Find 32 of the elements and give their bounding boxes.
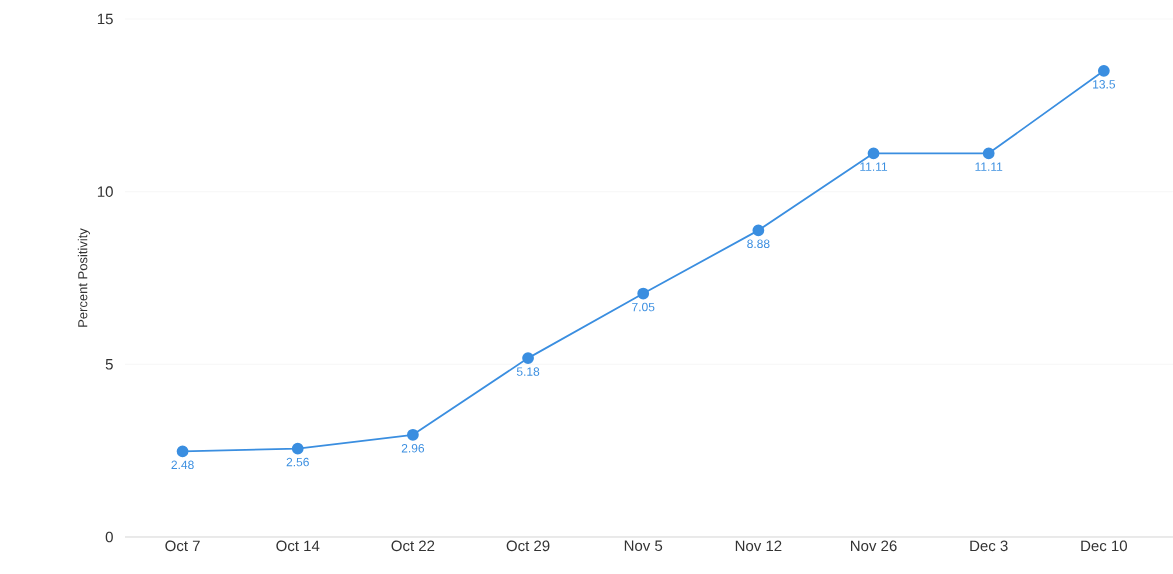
y-tick-label: 15 (97, 13, 113, 25)
point (1097, 64, 1110, 77)
point (637, 287, 650, 300)
point (407, 428, 419, 441)
y-tick-label: 0 (105, 531, 113, 543)
point (982, 147, 995, 160)
data-label: 2.96 (401, 444, 425, 453)
data-label: 8.88 (747, 239, 770, 249)
x-tick-label: Dec 3 (970, 540, 1008, 552)
point (867, 147, 880, 160)
y-tick-label: 10 (97, 186, 113, 197)
x-tick-label: Nov 26 (850, 540, 897, 552)
x-tick-label: Oct 29 (506, 540, 550, 552)
data-label: 5.18 (516, 367, 540, 376)
point (176, 445, 189, 458)
x-tick-label: Nov 12 (735, 540, 782, 552)
data-label: 13.5 (1093, 80, 1116, 89)
x-tick-label: Nov 5 (624, 540, 663, 551)
x-tick-label: Oct 22 (391, 540, 435, 552)
data-label: 2.48 (171, 460, 194, 470)
data-label: 2.56 (286, 457, 309, 467)
y-axis-title: Percent Positivity (77, 228, 90, 327)
point (752, 224, 765, 237)
y-tick-label: 5 (105, 359, 113, 370)
x-tick-label: Oct 7 (165, 540, 200, 552)
point (291, 442, 304, 455)
data-label: 11.11 (860, 162, 888, 171)
x-tick-label: Dec 10 (1081, 540, 1127, 552)
x-tick-label: Oct 14 (276, 540, 320, 552)
data-label: 11.11 (975, 162, 1003, 171)
point (522, 352, 534, 365)
data-label: 7.05 (632, 302, 655, 312)
